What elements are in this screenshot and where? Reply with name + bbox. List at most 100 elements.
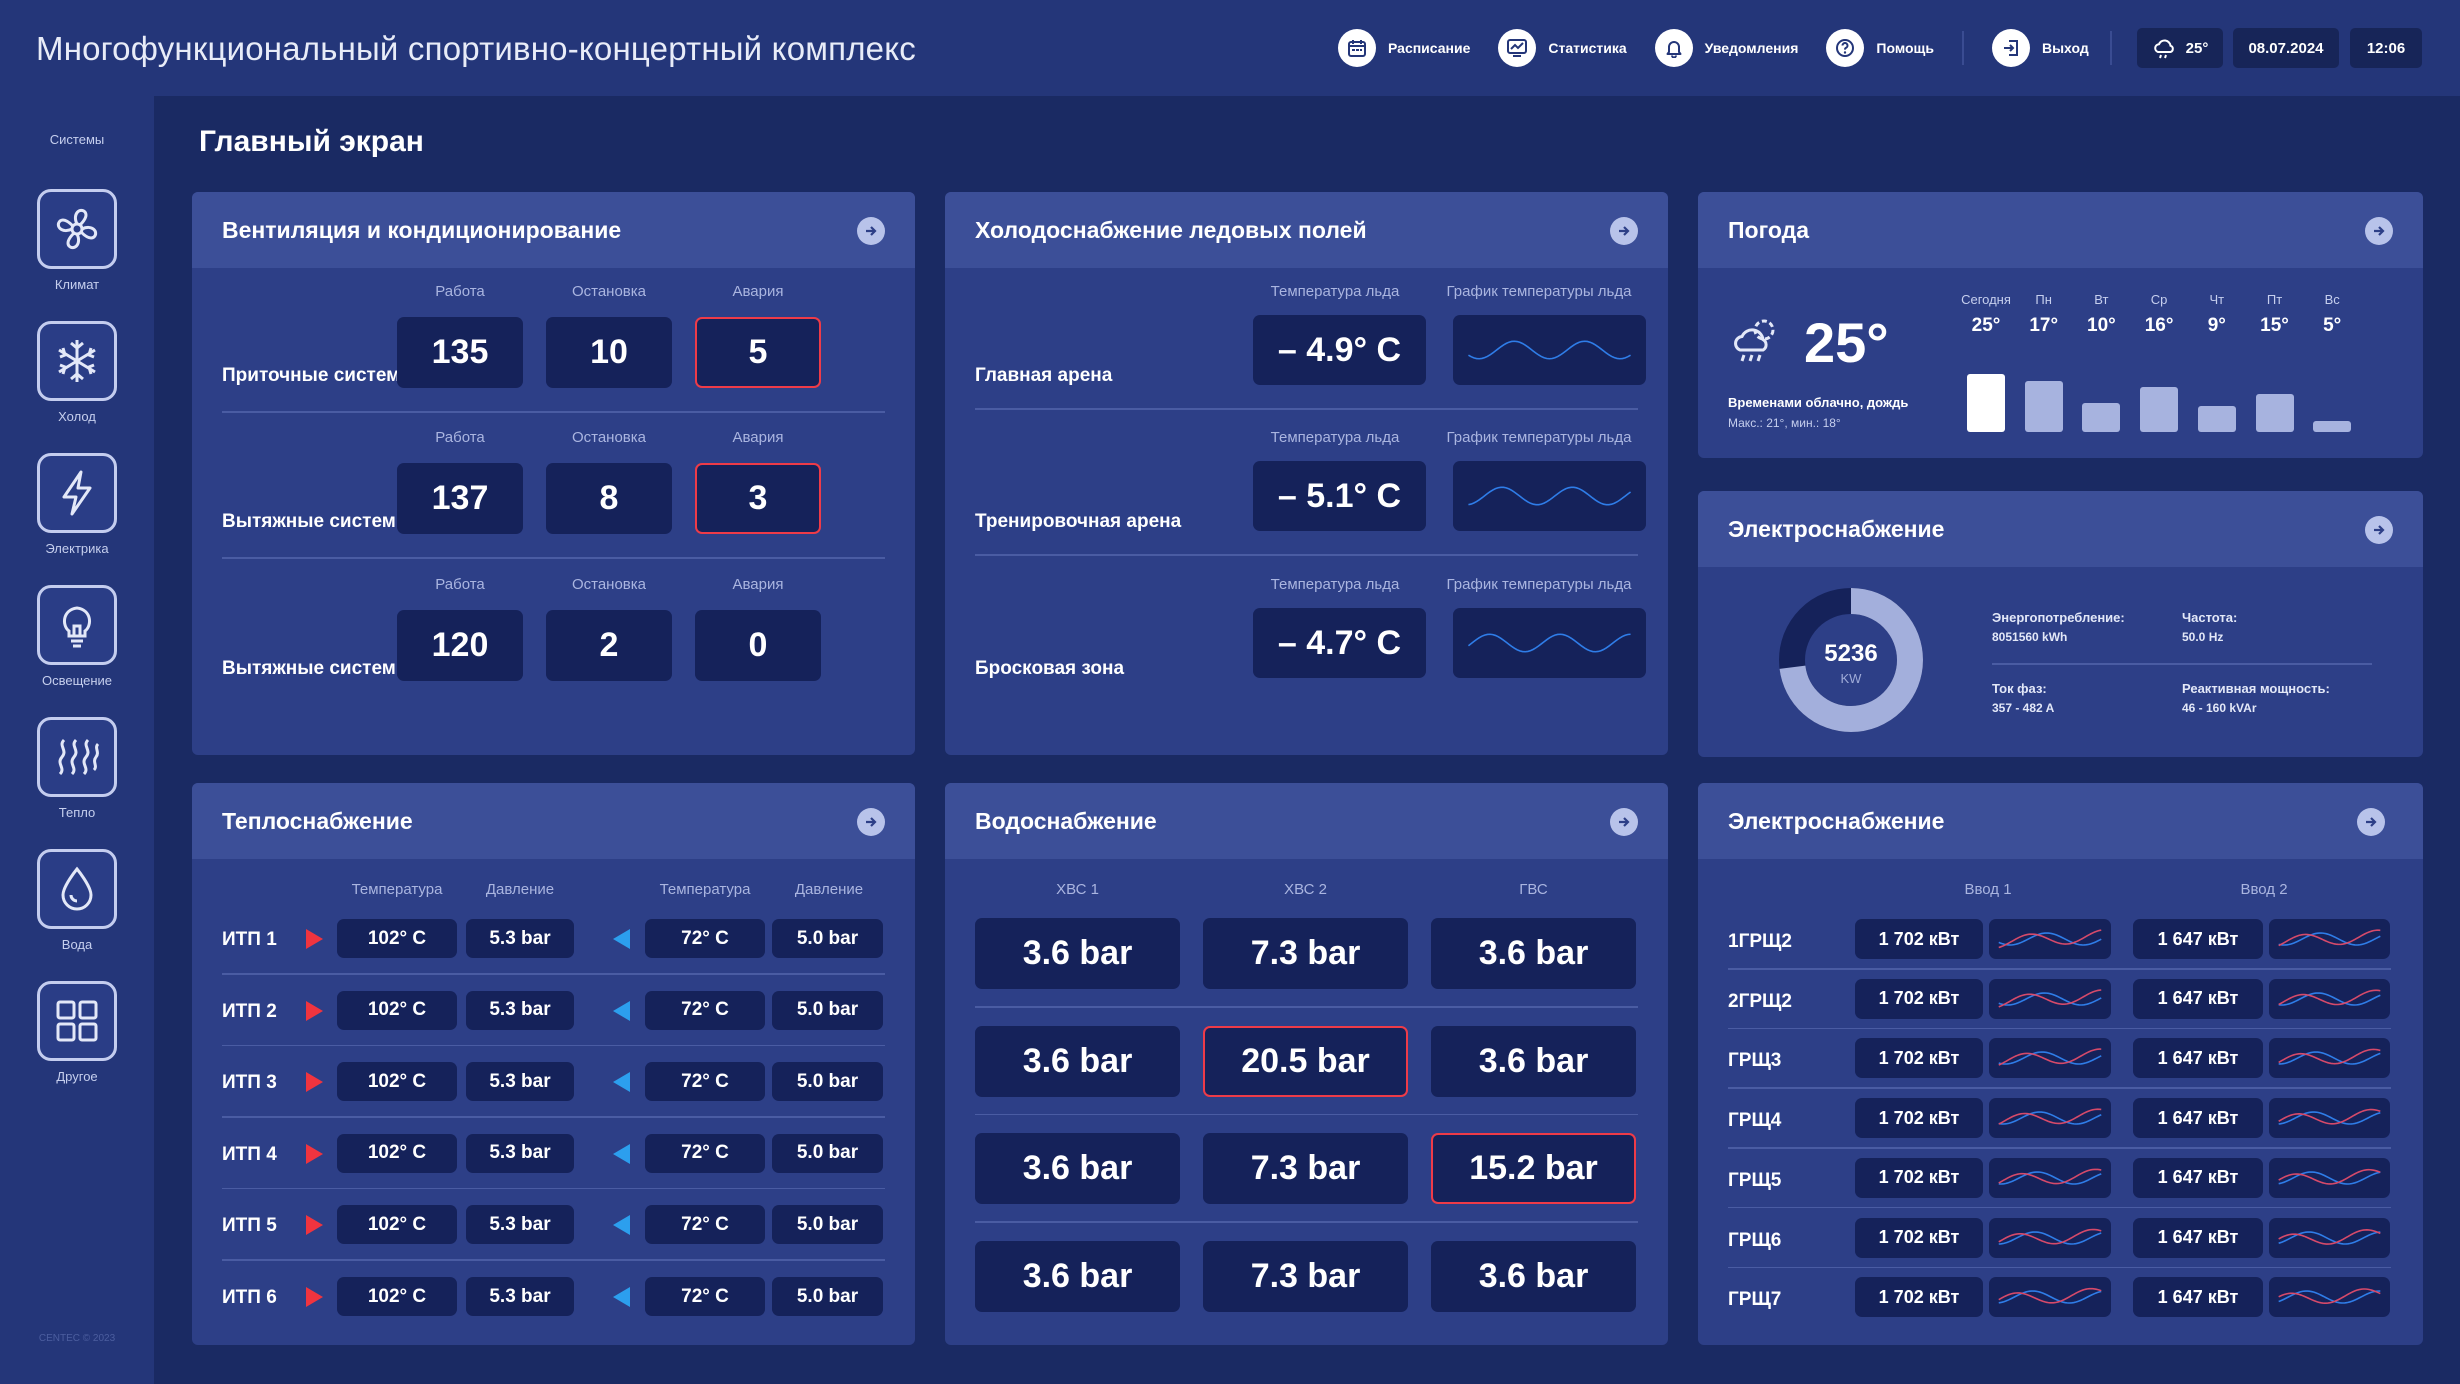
return-pressure[interactable]: 5.0 bar bbox=[772, 919, 883, 958]
input-2-power[interactable]: 1 647 кВт bbox=[2133, 1157, 2263, 1198]
consumption-value: 8051560 kWh bbox=[1992, 630, 2068, 644]
input-2-chart[interactable] bbox=[2269, 919, 2390, 959]
weather-open-button[interactable] bbox=[2365, 217, 2393, 245]
ice-temperature[interactable]: – 4.7° C bbox=[1253, 608, 1426, 678]
return-temperature[interactable]: 72° C bbox=[645, 1205, 765, 1245]
return-temperature[interactable]: 72° C bbox=[645, 1133, 765, 1173]
pressure-value[interactable]: 7.3 bar bbox=[1203, 1240, 1408, 1312]
input-1-chart[interactable] bbox=[1989, 1157, 2111, 1198]
power-summary-open-button[interactable] bbox=[2365, 516, 2393, 544]
pressure-value[interactable]: 3.6 bar bbox=[975, 1025, 1180, 1097]
logout-button[interactable]: Выход bbox=[1991, 29, 2089, 67]
input-2-power[interactable]: 1 647 кВт bbox=[2133, 1038, 2263, 1079]
input-2-chart[interactable] bbox=[2269, 1038, 2390, 1079]
pressure-value[interactable]: 3.6 bar bbox=[1431, 1240, 1636, 1312]
return-temperature[interactable]: 72° C bbox=[645, 1277, 765, 1316]
supply-pressure[interactable]: 5.3 bar bbox=[466, 1277, 574, 1316]
heat-open-button[interactable] bbox=[857, 808, 885, 836]
power-table-open-button[interactable] bbox=[2357, 808, 2385, 836]
return-pressure[interactable]: 5.0 bar bbox=[772, 1277, 883, 1316]
ice-temperature-chart[interactable] bbox=[1453, 315, 1646, 385]
sidebar-item-lighting[interactable]: Освещение bbox=[0, 585, 154, 688]
running-count[interactable]: 135 bbox=[397, 317, 523, 388]
input-2-power[interactable]: 1 647 кВт bbox=[2133, 919, 2263, 959]
stopped-count[interactable]: 8 bbox=[546, 463, 672, 534]
input-2-power[interactable]: 1 647 кВт bbox=[2133, 978, 2263, 1019]
return-pressure[interactable]: 5.0 bar bbox=[772, 1133, 883, 1173]
input-1-power[interactable]: 1 702 кВт bbox=[1855, 1277, 1983, 1318]
pressure-value[interactable]: 7.3 bar bbox=[1203, 1133, 1408, 1204]
pressure-value[interactable]: 3.6 bar bbox=[1431, 918, 1636, 989]
nav-statistics-button[interactable]: Статистика bbox=[1498, 29, 1627, 67]
ice-open-button[interactable] bbox=[1610, 217, 1638, 245]
input-1-chart[interactable] bbox=[1989, 978, 2111, 1019]
sidebar-item-climate[interactable]: Климат bbox=[0, 189, 154, 292]
ice-temperature-chart[interactable] bbox=[1453, 461, 1646, 531]
input-2-chart[interactable] bbox=[2269, 1277, 2390, 1318]
input-2-power[interactable]: 1 647 кВт bbox=[2133, 1217, 2263, 1258]
supply-temperature[interactable]: 102° C bbox=[337, 1062, 457, 1102]
water-open-button[interactable] bbox=[1610, 808, 1638, 836]
pressure-value[interactable]: 7.3 bar bbox=[1203, 918, 1408, 989]
pressure-value[interactable]: 3.6 bar bbox=[975, 1240, 1180, 1312]
supply-pressure[interactable]: 5.3 bar bbox=[466, 990, 574, 1030]
input-1-power[interactable]: 1 702 кВт bbox=[1855, 1038, 1983, 1079]
return-pressure[interactable]: 5.0 bar bbox=[772, 990, 883, 1030]
stopped-count[interactable]: 2 bbox=[546, 610, 672, 681]
input-1-chart[interactable] bbox=[1989, 1277, 2111, 1318]
sidebar-item-other[interactable]: Другое bbox=[0, 981, 154, 1084]
sidebar-item-cold[interactable]: Холод bbox=[0, 321, 154, 424]
ventilation-open-button[interactable] bbox=[857, 217, 885, 245]
supply-temperature[interactable]: 102° C bbox=[337, 1205, 457, 1245]
pressure-value[interactable]: 3.6 bar bbox=[975, 1133, 1180, 1204]
supply-temperature[interactable]: 102° C bbox=[337, 990, 457, 1030]
supply-pressure[interactable]: 5.3 bar bbox=[466, 1062, 574, 1102]
input-1-chart[interactable] bbox=[1989, 1098, 2111, 1139]
input-1-chart[interactable] bbox=[1989, 1217, 2111, 1258]
weather-chip[interactable]: 25° bbox=[2137, 28, 2223, 68]
alarm-count[interactable]: 5 bbox=[695, 317, 821, 388]
input-1-power[interactable]: 1 702 кВт bbox=[1855, 1157, 1983, 1198]
input-2-power[interactable]: 1 647 кВт bbox=[2133, 1098, 2263, 1139]
supply-temperature[interactable]: 102° C bbox=[337, 919, 457, 958]
input-2-chart[interactable] bbox=[2269, 1098, 2390, 1139]
input-1-power[interactable]: 1 702 кВт bbox=[1855, 978, 1983, 1019]
input-1-power[interactable]: 1 702 кВт bbox=[1855, 919, 1983, 959]
input-2-power[interactable]: 1 647 кВт bbox=[2133, 1277, 2263, 1318]
nav-notifications-button[interactable]: Уведомления bbox=[1654, 29, 1798, 67]
sidebar-item-heat[interactable]: Тепло bbox=[0, 717, 154, 820]
supply-temperature[interactable]: 102° C bbox=[337, 1277, 457, 1316]
alarm-count[interactable]: 0 bbox=[695, 610, 821, 681]
ice-temperature[interactable]: – 5.1° C bbox=[1253, 461, 1426, 531]
supply-temperature[interactable]: 102° C bbox=[337, 1133, 457, 1173]
nav-schedule-button[interactable]: Расписание bbox=[1338, 29, 1470, 67]
sidebar-item-water[interactable]: Вода bbox=[0, 849, 154, 952]
ice-temperature-chart[interactable] bbox=[1453, 608, 1646, 678]
sidebar-item-electric[interactable]: Электрика bbox=[0, 453, 154, 556]
input-2-chart[interactable] bbox=[2269, 978, 2390, 1019]
running-count[interactable]: 137 bbox=[397, 463, 523, 534]
pressure-value[interactable]: 3.6 bar bbox=[1431, 1025, 1636, 1097]
input-1-power[interactable]: 1 702 кВт bbox=[1855, 1217, 1983, 1258]
input-2-chart[interactable] bbox=[2269, 1217, 2390, 1258]
pressure-value[interactable]: 20.5 bar bbox=[1203, 1025, 1408, 1097]
input-1-power[interactable]: 1 702 кВт bbox=[1855, 1098, 1983, 1139]
ice-temperature[interactable]: – 4.9° C bbox=[1253, 315, 1426, 385]
input-1-chart[interactable] bbox=[1989, 919, 2111, 959]
return-temperature[interactable]: 72° C bbox=[645, 1062, 765, 1102]
pressure-value[interactable]: 3.6 bar bbox=[975, 918, 1180, 989]
return-pressure[interactable]: 5.0 bar bbox=[772, 1062, 883, 1102]
pressure-value[interactable]: 15.2 bar bbox=[1431, 1133, 1636, 1204]
return-temperature[interactable]: 72° C bbox=[645, 919, 765, 958]
supply-pressure[interactable]: 5.3 bar bbox=[466, 919, 574, 958]
alarm-count[interactable]: 3 bbox=[695, 463, 821, 534]
stopped-count[interactable]: 10 bbox=[546, 317, 672, 388]
supply-pressure[interactable]: 5.3 bar bbox=[466, 1133, 574, 1173]
nav-help-button[interactable]: Помощь bbox=[1826, 29, 1934, 67]
supply-pressure[interactable]: 5.3 bar bbox=[466, 1205, 574, 1245]
input-1-chart[interactable] bbox=[1989, 1038, 2111, 1079]
return-temperature[interactable]: 72° C bbox=[645, 990, 765, 1030]
input-2-chart[interactable] bbox=[2269, 1157, 2390, 1198]
return-pressure[interactable]: 5.0 bar bbox=[772, 1205, 883, 1245]
running-count[interactable]: 120 bbox=[397, 610, 523, 681]
